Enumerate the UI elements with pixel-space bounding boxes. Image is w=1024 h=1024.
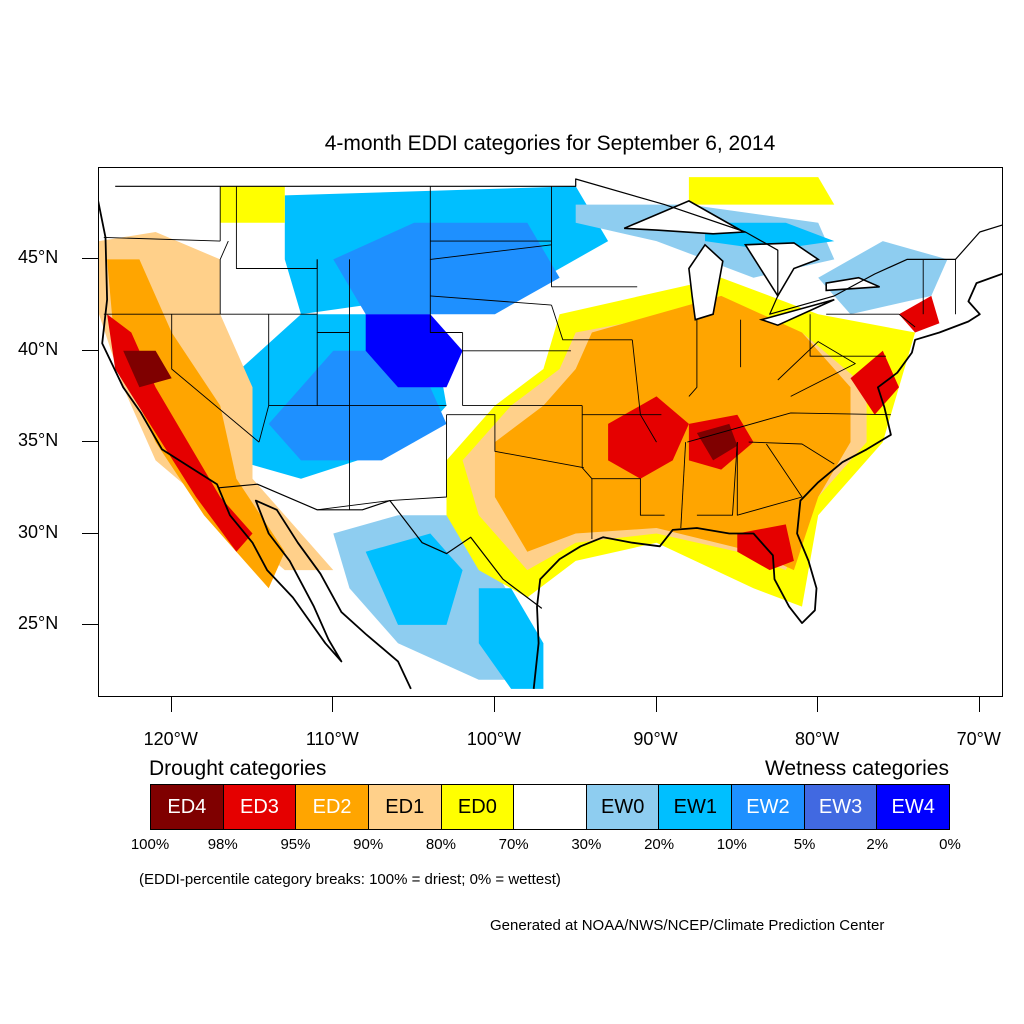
legend-box-ed4: ED4 bbox=[151, 785, 224, 829]
region-ed3-20 bbox=[899, 295, 940, 333]
legend-percentile-label: 20% bbox=[644, 836, 675, 853]
mexico-border bbox=[218, 483, 543, 609]
lon-tick-mark bbox=[817, 697, 819, 712]
legend-percentile-label: 98% bbox=[207, 836, 238, 853]
gulf-atlantic-coastline bbox=[532, 272, 1002, 689]
state-boundary-34 bbox=[826, 313, 916, 328]
lat-tick-mark bbox=[82, 349, 98, 351]
legend-percentile-label: 5% bbox=[793, 836, 816, 853]
lat-tick-label: 25°N bbox=[18, 612, 59, 633]
lat-tick-mark bbox=[82, 441, 98, 443]
lon-tick-label: 100°W bbox=[466, 729, 522, 749]
state-boundary-30 bbox=[736, 442, 803, 516]
state-boundary-35 bbox=[777, 341, 856, 397]
category-legend-bar: ED4 ED3 ED2 ED1 ED0 EW0 EW1 EW2 EW3 EW4 bbox=[150, 784, 950, 830]
region-ed4-24 bbox=[123, 350, 172, 388]
state-boundary-21 bbox=[551, 244, 638, 288]
great-lake-2 bbox=[743, 242, 820, 298]
lon-tick-label: 120°W bbox=[143, 729, 198, 749]
legend-percentile-label: 70% bbox=[498, 836, 529, 853]
legend-box-ew0: EW0 bbox=[586, 785, 660, 829]
legend-percentile-label: 0% bbox=[939, 836, 961, 853]
legend-percentile-label: 90% bbox=[353, 836, 384, 853]
state-boundary-28 bbox=[687, 412, 891, 443]
state-boundary-29 bbox=[748, 441, 835, 465]
state-boundary-1 bbox=[219, 240, 229, 315]
legend-box-ed0: ED0 bbox=[441, 785, 515, 829]
state-boundary-33 bbox=[809, 314, 886, 357]
lat-tick-label: 45°N bbox=[18, 247, 59, 268]
legend-note: (EDDI-percentile category breaks: 100% =… bbox=[139, 871, 561, 888]
lon-tick-mark bbox=[170, 697, 172, 712]
state-boundary-14 bbox=[446, 414, 584, 469]
map-frame bbox=[98, 167, 1003, 697]
state-boundary-4 bbox=[171, 314, 260, 443]
legend-percentile-label: 2% bbox=[866, 836, 889, 853]
legend-box-ed1: ED1 bbox=[368, 785, 442, 829]
map-canvas bbox=[99, 177, 1002, 690]
state-boundary-24 bbox=[591, 478, 665, 516]
lon-tick-mark bbox=[655, 697, 657, 712]
region-ew2-1 bbox=[333, 222, 560, 315]
drought-categories-title: Drought categories bbox=[149, 757, 327, 780]
legend-box-ew4: EW4 bbox=[877, 785, 950, 829]
legend-percentile-label: 100% bbox=[130, 836, 170, 853]
legend-percentile-label: 95% bbox=[280, 836, 311, 853]
state-boundary-2 bbox=[103, 236, 221, 242]
lat-tick-label: 35°N bbox=[18, 430, 59, 451]
state-boundary-22 bbox=[551, 304, 633, 341]
state-boundary-27 bbox=[696, 442, 738, 516]
legend-percentile-label: 80% bbox=[425, 836, 456, 853]
legend-box-none bbox=[514, 785, 587, 829]
state-boundary-31 bbox=[688, 319, 698, 397]
lat-tick-mark bbox=[82, 532, 98, 534]
canada-border bbox=[115, 178, 1002, 315]
lon-tick-mark bbox=[332, 697, 334, 712]
legend-percentile-label: 30% bbox=[571, 836, 602, 853]
lat-tick-label: 40°N bbox=[18, 338, 59, 359]
state-boundary-12 bbox=[429, 259, 463, 333]
legend-percentile-label: 10% bbox=[716, 836, 747, 853]
legend-box-ed2: ED2 bbox=[296, 785, 369, 829]
lon-tick-label: 80°W bbox=[795, 729, 840, 749]
state-boundary-26 bbox=[680, 442, 687, 529]
great-lake-4 bbox=[825, 276, 880, 292]
region-ed3-19 bbox=[850, 350, 899, 415]
great-lake-1 bbox=[688, 243, 724, 321]
map-title: 4-month EDDI categories for September 6,… bbox=[324, 132, 776, 155]
state-boundary-13 bbox=[317, 414, 447, 511]
region-ed4-17 bbox=[696, 423, 738, 461]
legend-box-ew2: EW2 bbox=[732, 785, 805, 829]
region-ed0-25 bbox=[220, 186, 285, 223]
great-lake-3 bbox=[758, 298, 835, 327]
legend-box-ew3: EW3 bbox=[804, 785, 878, 829]
legend-box-ed3: ED3 bbox=[223, 785, 297, 829]
state-boundary-15 bbox=[429, 186, 552, 260]
lat-tick-mark bbox=[82, 258, 98, 260]
lon-tick-label: 70°W bbox=[956, 729, 1001, 749]
state-boundary-20 bbox=[581, 405, 593, 539]
region-ed0-26 bbox=[688, 177, 835, 205]
legend-box-ew1: EW1 bbox=[659, 785, 733, 829]
lon-tick-label: 90°W bbox=[633, 729, 678, 749]
state-boundary-8 bbox=[235, 186, 318, 269]
state-boundary-17 bbox=[430, 295, 552, 306]
lon-tick-mark bbox=[493, 697, 495, 712]
region-ed2-22 bbox=[107, 259, 285, 589]
great-lake-0 bbox=[623, 200, 747, 235]
region-ew1-6 bbox=[365, 533, 463, 625]
lat-tick-mark bbox=[82, 623, 98, 625]
credit-line: Generated at NOAA/NWS/NCEP/Climate Predi… bbox=[490, 917, 885, 934]
region-ed3-15 bbox=[608, 396, 689, 479]
lon-tick-mark bbox=[978, 697, 980, 712]
lon-tick-label: 110°W bbox=[305, 729, 359, 749]
state-boundary-25 bbox=[631, 339, 657, 443]
lat-tick-label: 30°N bbox=[18, 521, 59, 542]
pacific-coastline bbox=[99, 200, 412, 690]
wetness-categories-title: Wetness categories bbox=[764, 757, 949, 780]
region-ew1-7 bbox=[478, 588, 544, 689]
